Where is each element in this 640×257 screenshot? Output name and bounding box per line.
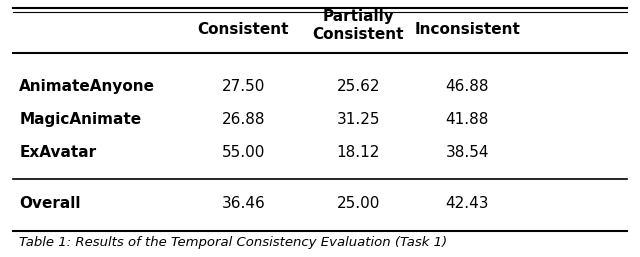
Text: MagicAnimate: MagicAnimate — [19, 112, 141, 127]
Text: 36.46: 36.46 — [221, 196, 265, 210]
Text: 27.50: 27.50 — [221, 79, 265, 94]
Text: Overall: Overall — [19, 196, 81, 210]
Text: ExAvatar: ExAvatar — [19, 145, 97, 160]
Text: Inconsistent: Inconsistent — [414, 22, 520, 37]
Text: 18.12: 18.12 — [337, 145, 380, 160]
Text: 26.88: 26.88 — [221, 112, 265, 127]
Text: 55.00: 55.00 — [221, 145, 265, 160]
Text: 46.88: 46.88 — [445, 79, 489, 94]
Text: Consistent: Consistent — [313, 27, 404, 42]
Text: 38.54: 38.54 — [445, 145, 489, 160]
Text: Table 1: Results of the Temporal Consistency Evaluation (Task 1): Table 1: Results of the Temporal Consist… — [19, 236, 447, 249]
Text: Consistent: Consistent — [198, 22, 289, 37]
Text: AnimateAnyone: AnimateAnyone — [19, 79, 155, 94]
Text: 25.62: 25.62 — [337, 79, 380, 94]
Text: Partially: Partially — [323, 9, 394, 24]
Text: 25.00: 25.00 — [337, 196, 380, 210]
Text: 31.25: 31.25 — [337, 112, 380, 127]
Text: 42.43: 42.43 — [445, 196, 489, 210]
Text: 41.88: 41.88 — [445, 112, 489, 127]
